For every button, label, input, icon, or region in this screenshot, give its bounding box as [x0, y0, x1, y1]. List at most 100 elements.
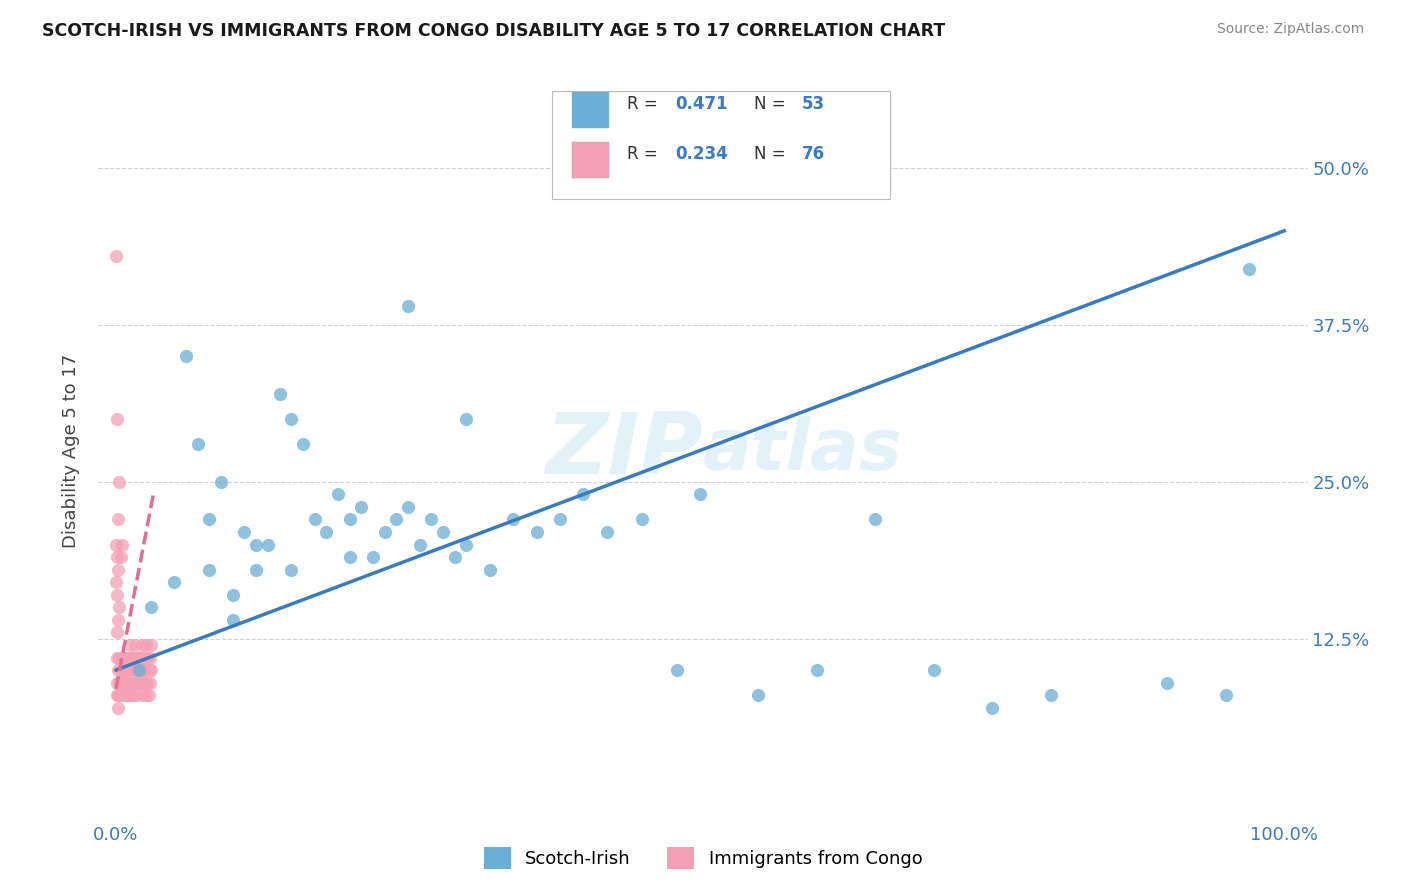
Point [139, 650, 162, 665]
Point [135, 688, 157, 702]
Point [922, 663, 945, 677]
Point [198, 512, 221, 526]
Point [105, 588, 128, 602]
Point [125, 650, 148, 665]
Point [105, 675, 128, 690]
Point [111, 663, 134, 677]
Point [108, 675, 131, 690]
Point [115, 650, 138, 665]
Point [1039, 688, 1062, 702]
Point [269, 387, 291, 401]
Point [222, 613, 245, 627]
Point [595, 524, 617, 539]
Point [110, 663, 132, 677]
FancyBboxPatch shape [551, 91, 890, 199]
Point [443, 550, 465, 565]
Point [132, 650, 155, 665]
Point [209, 475, 232, 489]
Point [105, 550, 128, 565]
Point [138, 663, 160, 677]
Point [139, 600, 162, 615]
Point [124, 675, 146, 690]
Point [198, 563, 221, 577]
Text: 0.234: 0.234 [675, 145, 728, 163]
Text: N =: N = [754, 95, 790, 113]
Point [111, 675, 134, 690]
Point [117, 663, 139, 677]
Point [136, 650, 159, 665]
Point [105, 688, 128, 702]
Point [502, 512, 524, 526]
Point [163, 575, 186, 590]
Point [121, 663, 143, 677]
Point [125, 688, 148, 702]
Point [124, 638, 146, 652]
Point [118, 688, 141, 702]
Point [136, 675, 159, 690]
Point [526, 524, 548, 539]
Point [125, 663, 148, 677]
Point [339, 512, 361, 526]
Point [131, 688, 153, 702]
Point [122, 650, 145, 665]
Point [108, 650, 131, 665]
Point [115, 675, 138, 690]
Text: SCOTCH-IRISH VS IMMIGRANTS FROM CONGO DISABILITY AGE 5 TO 17 CORRELATION CHART: SCOTCH-IRISH VS IMMIGRANTS FROM CONGO DI… [42, 22, 945, 40]
Point [105, 412, 128, 426]
Text: N =: N = [754, 145, 790, 163]
Point [222, 588, 245, 602]
Point [131, 638, 153, 652]
Point [132, 663, 155, 677]
Point [396, 299, 419, 313]
Point [111, 538, 134, 552]
Text: 76: 76 [803, 145, 825, 163]
Point [806, 663, 828, 677]
Point [326, 487, 349, 501]
Point [138, 688, 160, 702]
Point [107, 613, 129, 627]
Point [304, 512, 326, 526]
Point [396, 500, 419, 514]
Point [111, 650, 134, 665]
Point [108, 600, 131, 615]
Text: R =: R = [627, 95, 662, 113]
Point [572, 487, 595, 501]
Point [104, 575, 127, 590]
Point [128, 675, 150, 690]
Legend: Scotch-Irish, Immigrants from Congo: Scotch-Irish, Immigrants from Congo [475, 838, 931, 879]
Point [114, 663, 136, 677]
Point [139, 675, 162, 690]
Point [630, 512, 652, 526]
Point [187, 437, 209, 451]
Point [245, 538, 267, 552]
Point [981, 700, 1004, 714]
Point [129, 675, 152, 690]
Text: R =: R = [627, 145, 662, 163]
Point [105, 650, 128, 665]
Point [233, 524, 256, 539]
Point [118, 650, 141, 665]
Point [135, 638, 157, 652]
Point [125, 675, 148, 690]
Point [865, 512, 887, 526]
Point [120, 650, 142, 665]
Point [120, 675, 142, 690]
Point [1215, 688, 1237, 702]
Point [245, 563, 267, 577]
Text: Source: ZipAtlas.com: Source: ZipAtlas.com [1216, 22, 1364, 37]
Point [134, 650, 156, 665]
Point [256, 538, 278, 552]
FancyBboxPatch shape [572, 143, 609, 178]
Point [114, 688, 136, 702]
Point [139, 663, 162, 677]
Point [107, 700, 129, 714]
Point [108, 475, 131, 489]
Point [1156, 675, 1178, 690]
Text: 53: 53 [803, 95, 825, 113]
Point [110, 688, 132, 702]
Point [432, 524, 454, 539]
Point [478, 563, 501, 577]
Point [409, 538, 432, 552]
Point [315, 524, 337, 539]
Point [107, 563, 129, 577]
